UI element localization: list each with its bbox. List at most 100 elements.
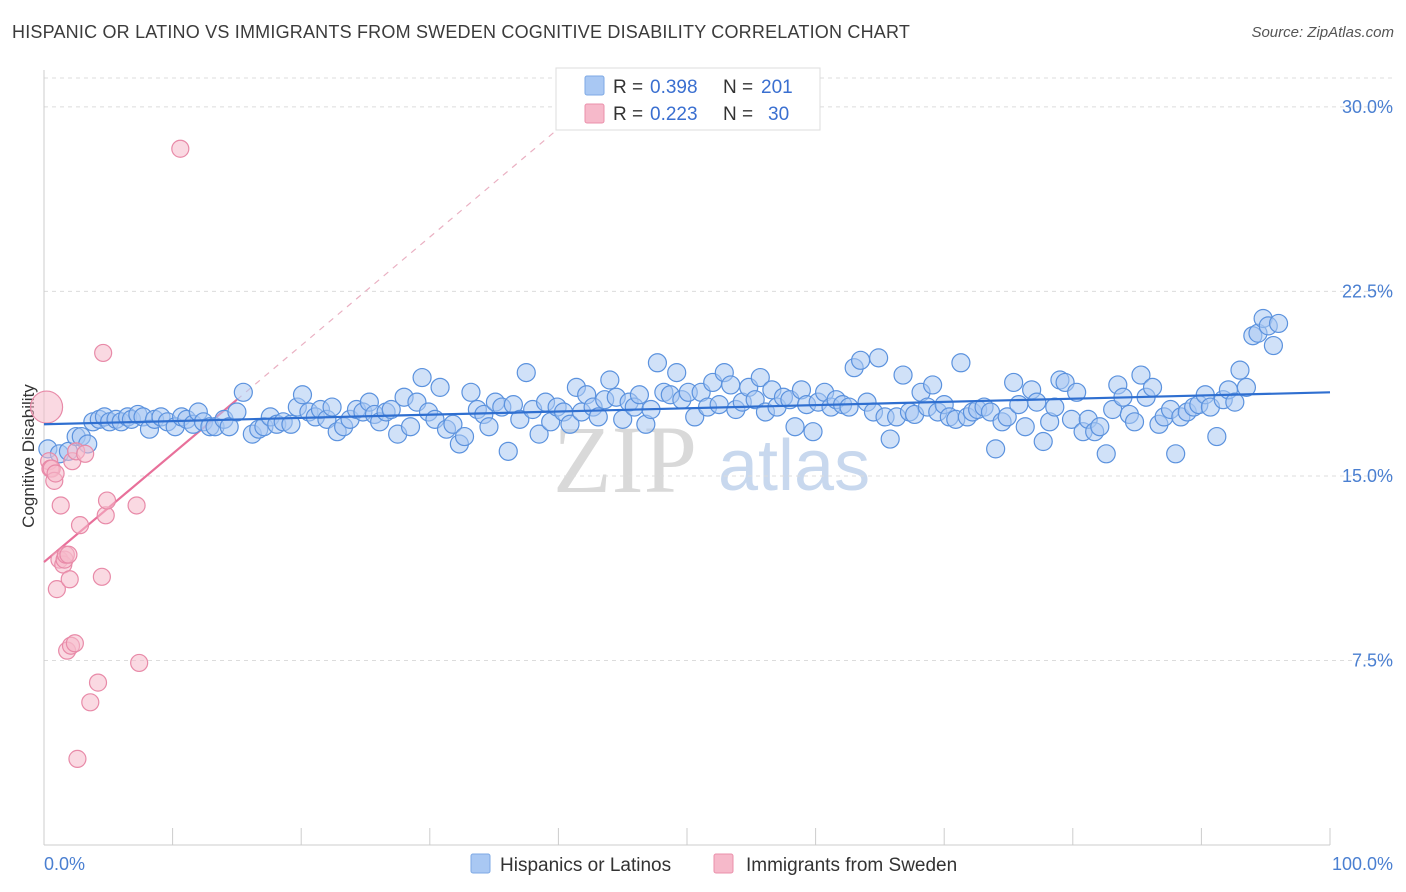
sweden-point bbox=[60, 570, 79, 589]
sweden-point bbox=[92, 567, 111, 586]
blue-trend-group bbox=[43, 391, 1331, 426]
hispanic-point bbox=[292, 385, 313, 405]
hispanic-point bbox=[1166, 444, 1186, 464]
sweden-point bbox=[81, 693, 100, 712]
legend-n-label-blue: N = bbox=[723, 77, 753, 98]
sweden-point bbox=[127, 496, 146, 515]
hispanic-point bbox=[647, 353, 668, 373]
hispanic-point bbox=[1090, 417, 1110, 437]
hispanic-point bbox=[412, 367, 432, 388]
hispanic-point bbox=[479, 417, 499, 437]
hispanic-point bbox=[516, 363, 536, 383]
hispanic-point bbox=[1124, 412, 1145, 432]
sweden-point bbox=[29, 390, 64, 424]
legend-n-value-blue: 201 bbox=[761, 77, 793, 98]
hispanic-point bbox=[923, 375, 943, 395]
hispanic-point bbox=[721, 375, 741, 395]
hispanic-point bbox=[893, 365, 913, 385]
sweden-point bbox=[46, 464, 65, 483]
hispanic-point bbox=[600, 370, 620, 390]
hispanic-point bbox=[219, 417, 239, 437]
hispanic-point bbox=[588, 407, 608, 427]
y-tick-label: 22.5% bbox=[1342, 281, 1393, 301]
sweden-point bbox=[76, 444, 95, 463]
sweden-point bbox=[88, 673, 108, 692]
hispanic-point bbox=[851, 350, 871, 370]
legend-r-value-pink: 0.223 bbox=[650, 104, 698, 125]
hispanic-point bbox=[1027, 392, 1047, 412]
sweden-point bbox=[70, 516, 90, 535]
hispanic-point bbox=[745, 390, 765, 410]
y-tick-label: 7.5% bbox=[1352, 650, 1393, 670]
hispanic-point bbox=[785, 417, 805, 437]
hispanic-point bbox=[803, 422, 823, 442]
hispanic-trend-line bbox=[43, 391, 1331, 426]
legend-r-label-pink: R = bbox=[613, 104, 643, 125]
pink-trend-group bbox=[43, 106, 585, 563]
x-tick-label-start: 0.0% bbox=[44, 854, 85, 874]
bottom-legend-swatch-pink bbox=[713, 853, 734, 874]
hispanic-point bbox=[529, 424, 549, 444]
hispanic-point bbox=[1131, 365, 1151, 385]
hispanic-point bbox=[1004, 372, 1024, 393]
legend-r-value-blue: 0.398 bbox=[650, 77, 698, 98]
hispanic-point bbox=[629, 385, 650, 405]
hispanic-point bbox=[1230, 360, 1250, 380]
hispanic-point bbox=[1263, 335, 1284, 356]
hispanic-point bbox=[233, 382, 253, 402]
sweden-points bbox=[29, 139, 190, 768]
y-tick-labels: 7.5% 15.0% 22.5% 30.0% bbox=[1342, 97, 1393, 671]
sweden-point bbox=[94, 343, 113, 363]
hispanic-point bbox=[461, 382, 481, 402]
sweden-point bbox=[47, 580, 66, 599]
legend-swatch-blue bbox=[584, 75, 605, 96]
bottom-legend-label-blue: Hispanics or Latinos bbox=[500, 855, 671, 876]
hispanic-point bbox=[1096, 444, 1116, 464]
bottom-legend-label-pink: Immigrants from Sweden bbox=[746, 855, 957, 876]
hispanic-point bbox=[1033, 431, 1053, 452]
bottom-legend-swatch-blue bbox=[470, 853, 491, 874]
x-tick-labels: 0.0% 100.0% bbox=[44, 854, 1393, 874]
chart-title: HISPANIC OR LATINO VS IMMIGRANTS FROM SW… bbox=[12, 22, 911, 42]
hispanic-point bbox=[1045, 397, 1065, 417]
hispanic-point bbox=[1015, 417, 1035, 437]
hispanic-point bbox=[667, 363, 687, 383]
sweden-point bbox=[130, 653, 149, 673]
bottom-legend: Hispanics or Latinos Immigrants from Swe… bbox=[470, 853, 957, 876]
hispanic-point bbox=[997, 407, 1017, 427]
sweden-point bbox=[65, 634, 84, 653]
hispanic-point bbox=[430, 377, 450, 397]
hispanic-point bbox=[322, 397, 342, 417]
hispanic-point bbox=[443, 414, 463, 434]
hispanic-point bbox=[1142, 377, 1163, 397]
hispanic-point bbox=[839, 397, 859, 417]
sweden-point bbox=[171, 139, 190, 158]
hispanic-point bbox=[454, 426, 475, 447]
legend-n-label-pink: N = bbox=[723, 104, 753, 125]
hispanic-point bbox=[869, 348, 889, 368]
source-label: Source: ZipAtlas.com bbox=[1251, 24, 1394, 41]
sweden-point bbox=[59, 545, 78, 564]
sweden-trend-extension bbox=[236, 106, 585, 401]
hispanic-point bbox=[400, 417, 421, 437]
sweden-point bbox=[68, 749, 87, 768]
hispanic-point bbox=[1236, 377, 1257, 397]
legend-swatch-pink bbox=[584, 103, 605, 124]
y-tick-label: 15.0% bbox=[1342, 466, 1393, 486]
hispanic-point bbox=[498, 441, 518, 461]
hispanic-point bbox=[381, 399, 401, 420]
x-tick-label-end: 100.0% bbox=[1332, 854, 1393, 874]
y-tick-label: 30.0% bbox=[1342, 97, 1393, 117]
sweden-point bbox=[51, 496, 70, 515]
hispanic-point bbox=[880, 429, 900, 449]
hispanic-point bbox=[709, 395, 729, 415]
hispanic-point bbox=[951, 353, 971, 373]
hispanic-point bbox=[227, 402, 247, 422]
hispanic-point bbox=[1207, 426, 1227, 447]
hispanic-point bbox=[510, 409, 530, 429]
hispanic-point bbox=[986, 439, 1006, 459]
legend-n-value-pink: 30 bbox=[768, 104, 789, 125]
watermark-atlas: atlas bbox=[718, 426, 870, 506]
hispanic-point bbox=[1268, 313, 1289, 334]
